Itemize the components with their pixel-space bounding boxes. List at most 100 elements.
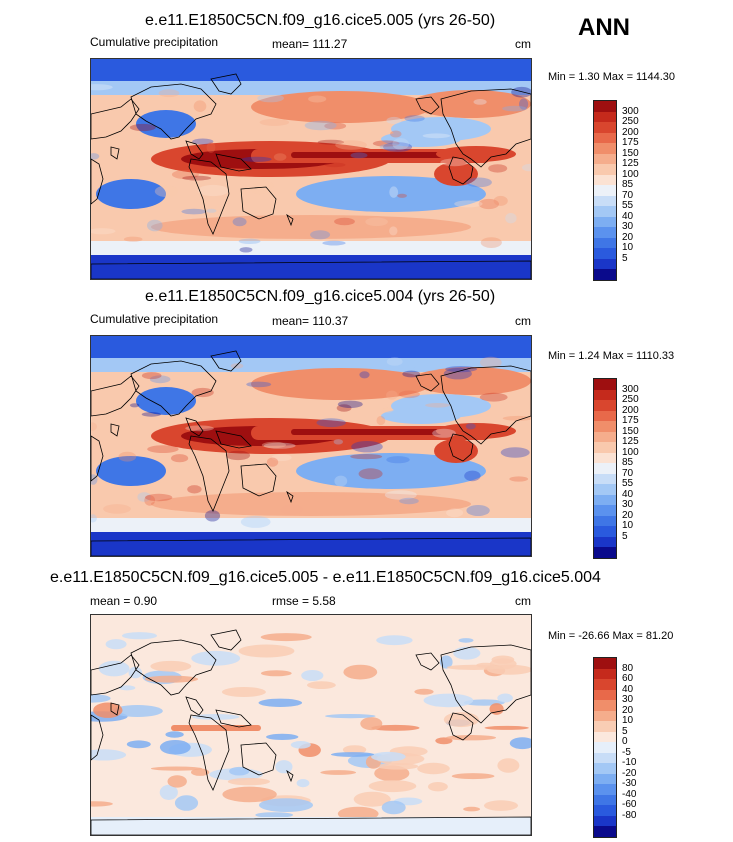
colorbar-box [594,794,616,805]
colorbar-box [594,185,616,196]
precip-map [90,58,532,280]
colorbar-box [594,122,616,133]
colorbar-tick-label: 0 [622,736,628,747]
colorbar-tick-label: 150 [622,425,639,437]
colorbar-tick-label: 10 [622,715,634,726]
colorbar-box [594,784,616,795]
mean-label: mean= 110.37 [272,314,349,328]
colorbar-box [594,526,616,537]
mean-label: mean = 0.90 [90,594,158,608]
colorbar-box [594,710,616,721]
colorbar-tick-label: 30 [622,221,634,232]
colorbar-tick-label: 5 [622,725,628,737]
colorbar-tick-label: 150 [622,147,639,159]
colorbar-box [594,237,616,248]
colorbar-box [594,700,616,711]
colorbar-tick-label: 20 [622,231,634,243]
min-max-label: Min = 1.24 Max = 1110.33 [548,350,675,362]
colorbar-tick-label: 250 [622,394,639,405]
colorbar-box [594,515,616,526]
colorbar-tick-label: 30 [622,694,634,705]
colorbar-box [594,216,616,227]
colorbar-box [594,689,616,700]
colorbar-tick-label: -60 [622,799,637,810]
colorbar-tick-label: 40 [622,683,634,695]
colorbar-box [594,826,616,837]
colorbar-box [594,132,616,143]
colorbar-tick-label: 200 [622,126,639,138]
colorbar-box [594,494,616,505]
colorbar-box [594,668,616,679]
colorbar-tick-label: 300 [622,383,639,395]
colorbar-tick-label: 55 [622,200,634,211]
colorbar [593,657,617,838]
colorbar-tick-label: 80 [622,662,634,674]
panel-title: e.e11.E1850C5CN.f09_g16.cice5.005 - e.e1… [50,569,601,586]
colorbar-box [594,389,616,400]
panel-title: e.e11.E1850C5CN.f09_g16.cice5.004 (yrs 2… [145,288,496,305]
colorbar-tick-label: 70 [622,467,634,479]
colorbar-tick-label: -10 [622,757,637,768]
colorbar-tick-label: 70 [622,189,634,201]
colorbar-box [594,442,616,453]
colorbar-box [594,431,616,442]
colorbar-tick-label: 40 [622,210,634,222]
colorbar-tick-label: -30 [622,778,637,789]
variable-label: Cumulative precipitation [90,312,219,326]
colorbar-tick-label: 100 [622,168,639,180]
colorbar-box [594,547,616,558]
colorbar-box [594,773,616,784]
colorbar-box [594,452,616,463]
colorbar-box [594,227,616,238]
colorbar-tick-label: 40 [622,488,634,500]
colorbar-box [594,505,616,516]
colorbar-tick-label: 250 [622,116,639,127]
colorbar-tick-label: 175 [622,137,639,148]
colorbar-tick-label: 85 [622,457,634,468]
colorbar-box [594,400,616,411]
colorbar-tick-label: 175 [622,415,639,426]
colorbar-box [594,752,616,763]
colorbar-box [594,111,616,122]
colorbar-tick-label: -20 [622,767,637,779]
colorbar-box [594,101,616,112]
colorbar-tick-label: 100 [622,446,639,458]
season-label: ANN [578,14,630,41]
colorbar-tick-label: 5 [622,252,628,264]
colorbar-tick-label: -40 [622,788,637,800]
colorbar-tick-label: -5 [622,746,631,758]
colorbar-box [594,742,616,753]
colorbar-tick-label: 10 [622,242,634,253]
colorbar-tick-label: 55 [622,478,634,489]
colorbar-tick-label: 20 [622,704,634,716]
colorbar-tick-label: 300 [622,105,639,117]
colorbar-box [594,536,616,547]
colorbar-box [594,164,616,175]
colorbar-box [594,410,616,421]
mean-label: mean= 111.27 [272,37,348,51]
colorbar-box [594,248,616,259]
min-max-label: Min = 1.30 Max = 1144.30 [548,71,675,83]
colorbar-box [594,679,616,690]
colorbar-tick-label: 125 [622,436,639,447]
colorbar-tick-label: 200 [622,404,639,416]
colorbar-tick-label: 85 [622,179,634,190]
units-label: cm [515,37,531,51]
colorbar-box [594,473,616,484]
colorbar-box [594,379,616,390]
colorbar-tick-label: 10 [622,520,634,531]
colorbar-tick-label: 60 [622,673,634,684]
min-max-label: Min = -26.66 Max = 81.20 [548,630,674,642]
colorbar-box [594,815,616,826]
colorbar-box [594,731,616,742]
precip-map [90,335,532,557]
colorbar-box [594,463,616,474]
colorbar [593,378,617,559]
colorbar-tick-label: 30 [622,499,634,510]
units-label: cm [515,314,531,328]
panel-title: e.e11.E1850C5CN.f09_g16.cice5.005 (yrs 2… [145,12,496,29]
colorbar-tick-label: -80 [622,809,637,821]
colorbar-box [594,174,616,185]
colorbar-tick-label: 5 [622,530,628,542]
colorbar-box [594,206,616,217]
